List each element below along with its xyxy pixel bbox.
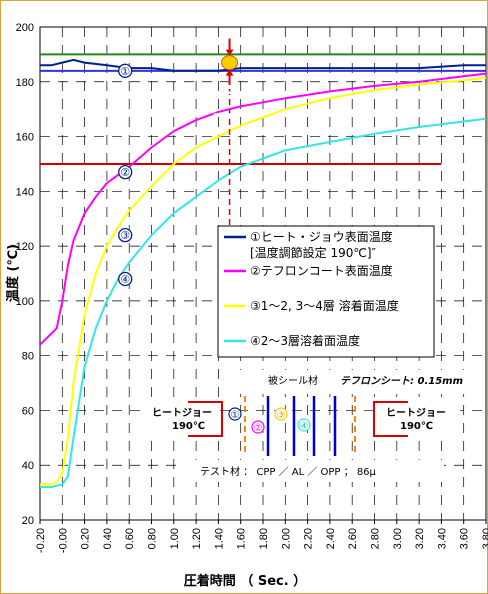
- x-tick-label: 0.20: [80, 528, 92, 549]
- y-tick-label: 40: [22, 460, 34, 472]
- test-material-bg: [184, 460, 444, 482]
- layer-marker-2-label: ②: [254, 423, 263, 434]
- legend-label-1-sub: [温度調節設定 190℃]″: [250, 245, 377, 260]
- x-tick-label: 3.00: [392, 528, 404, 549]
- series-line-1: [40, 58, 486, 72]
- series-line-2: [39, 72, 487, 346]
- seal-diagram: 被シール材 テフロンシート: 0.15mm ヒートジョー 190℃ ヒートジョー…: [148, 370, 485, 482]
- series-lines: [39, 58, 487, 489]
- x-tick-label: 2.00: [280, 528, 292, 549]
- layer-marker-1: [228, 407, 242, 421]
- layer-marker-3: [274, 407, 288, 421]
- y-tick-label: 20: [22, 515, 34, 527]
- x-tick-label: 0.60: [124, 528, 136, 549]
- right-jaw-outline: [373, 401, 408, 437]
- legend-label-3: ③1～2, 3～4層 溶着面温度: [250, 298, 399, 313]
- y-tick-label: 200: [16, 22, 34, 34]
- y-tick-label: 80: [22, 351, 34, 363]
- x-tick-label: -0.20: [35, 528, 47, 553]
- y-tick-label: 180: [16, 77, 34, 89]
- left-jaw-temp: 190℃: [172, 421, 205, 432]
- teflon-sheet-label: テフロンシート: 0.15mm: [340, 376, 463, 387]
- arrow-up-head-icon: [225, 69, 234, 76]
- series-line-3: [40, 76, 487, 486]
- y-axis-title: 温度 (℃): [5, 244, 21, 302]
- y-tick-labels: 20 40 60 80 100 120 140 160 180 200: [16, 22, 34, 527]
- y-tick-label: 100: [16, 296, 34, 308]
- x-tick-label: 1.80: [258, 528, 270, 549]
- y-tick-label: 120: [16, 241, 34, 253]
- legend-box: [217, 225, 435, 358]
- layer-marker-1-label: ①: [231, 410, 240, 421]
- x-tick-label: 2.40: [325, 528, 337, 549]
- x-tick-label: 2.60: [347, 528, 359, 549]
- material-label: 被シール材: [268, 374, 318, 387]
- x-tick-label: 0.40: [102, 528, 114, 549]
- left-jaw-label: ヒートジョー: [152, 407, 212, 419]
- diagram-top-bg: [237, 370, 485, 394]
- series-number-markers: ① ② ③ ④: [118, 63, 133, 287]
- y-tick-label: 140: [16, 186, 34, 198]
- arrow-down-head-icon: [225, 49, 234, 56]
- curve-marker-1: [118, 63, 133, 78]
- test-material-label: テスト材 ： CPP ／ AL ／ OPP ； 86μ: [200, 465, 377, 478]
- x-tick-label: 1.40: [213, 528, 225, 549]
- x-tick-label: 3.60: [459, 528, 471, 549]
- curve-marker-2: [118, 165, 133, 180]
- y-tick-label: 160: [16, 132, 34, 144]
- curve-marker-label-4: ④: [120, 273, 130, 286]
- x-tick-label: -0.00: [57, 528, 69, 553]
- x-tick-label: 3.40: [436, 528, 448, 549]
- left-jaw-bg: [148, 402, 220, 434]
- right-jaw-label: ヒートジョー: [386, 407, 446, 419]
- x-tick-label: 1.20: [191, 528, 203, 549]
- layer-marker-3-label: ③: [277, 410, 286, 421]
- x-tick-label: 0.80: [147, 528, 159, 549]
- x-tick-label: 2.20: [303, 528, 315, 549]
- x-tick-labels: -0.20 -0.00 0.20 0.40 0.60 0.80 1.00 1.20 1.40 1.…: [35, 528, 488, 553]
- curve-marker-label-2: ②: [120, 166, 130, 179]
- layer-marker-4-label: ④: [300, 421, 309, 432]
- y-tick-label: 60: [22, 405, 34, 417]
- x-tick-label: 3.20: [414, 528, 426, 549]
- x-tick-label: 1.60: [236, 528, 248, 549]
- legend-label-2: ②テフロンコート表面温度: [250, 263, 393, 278]
- x-axis-title: 圧着時間 （ Sec. ）: [184, 573, 306, 589]
- curve-marker-3: [118, 228, 133, 243]
- x-tick-label: 2.80: [370, 528, 382, 549]
- curve-marker-label-3: ③: [120, 229, 130, 242]
- legend: ①ヒート・ジョウ表面温度 [温度調節設定 190℃]″ ②テフロンコート表面温度…: [217, 225, 435, 358]
- left-jaw-outline: [188, 401, 223, 437]
- series-line-4: [40, 117, 487, 489]
- x-tick-label: 1.00: [169, 528, 181, 549]
- reference-lines: [40, 53, 486, 165]
- legend-label-1: ①ヒート・ジョウ表面温度: [250, 229, 393, 244]
- right-jaw-temp: 190℃: [400, 421, 433, 432]
- curve-marker-4: [118, 271, 133, 287]
- legend-label-4: ④2～3層溶着面温度: [250, 333, 360, 348]
- layer-marker-4: [297, 418, 311, 432]
- right-jaw-bg: [374, 402, 460, 434]
- x-tick-label: 3.80: [481, 528, 488, 549]
- layer-marker-2: [251, 420, 265, 434]
- target-dot: [221, 55, 239, 71]
- curve-marker-label-1: ①: [120, 65, 130, 78]
- target-marker: [213, 38, 246, 269]
